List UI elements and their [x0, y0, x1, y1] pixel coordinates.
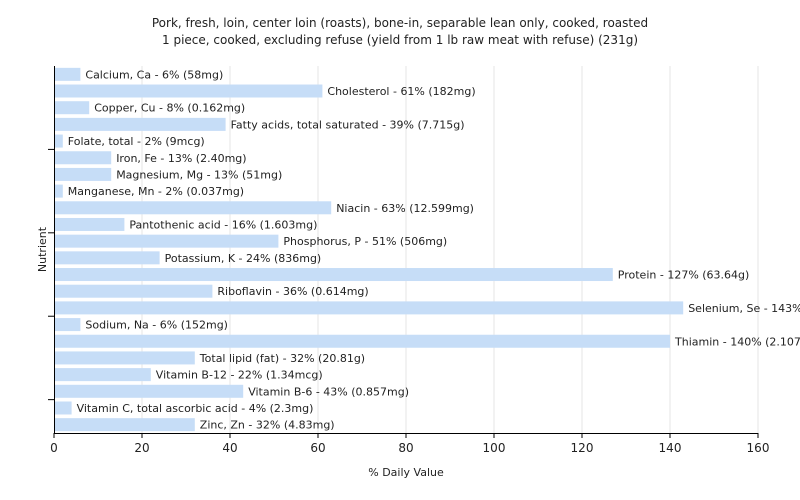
x-tick-label: 40: [222, 441, 237, 455]
bar-label: Pantothenic acid - 16% (1.603mg): [129, 218, 317, 231]
bar-label: Manganese, Mn - 2% (0.037mg): [68, 185, 244, 198]
bar: [55, 334, 670, 348]
x-tick-label: 100: [483, 441, 506, 455]
chart-subtitle: 1 piece, cooked, excluding refuse (yield…: [162, 33, 638, 47]
bar: [55, 318, 81, 332]
bar: [55, 284, 213, 298]
bar-label: Vitamin B-12 - 22% (1.34mcg): [156, 369, 323, 382]
x-tick-label: 0: [50, 441, 58, 455]
bar: [55, 217, 125, 231]
bar: [55, 384, 244, 398]
x-tick-label: 80: [398, 441, 413, 455]
bar-label: Calcium, Ca - 6% (58mg): [85, 68, 223, 81]
bar-label: Copper, Cu - 8% (0.162mg): [94, 102, 245, 115]
chart-title: Pork, fresh, loin, center loin (roasts),…: [151, 16, 649, 30]
bar: [55, 201, 332, 215]
bar: [55, 151, 112, 165]
bar: [55, 301, 684, 315]
bar-label: Vitamin B-6 - 43% (0.857mg): [248, 385, 409, 398]
x-axis-ticks: 0 20 40 60 80 100 120 140 160: [50, 433, 769, 455]
bar-label: Niacin - 63% (12.599mg): [336, 202, 474, 215]
bar-label: Protein - 127% (63.64g): [618, 269, 750, 282]
bar: [55, 117, 226, 131]
bar: [55, 251, 160, 265]
bar: [55, 268, 613, 282]
bar-label: Cholesterol - 61% (182mg): [327, 85, 475, 98]
x-tick-label: 20: [134, 441, 149, 455]
bar-label: Phosphorus, P - 51% (506mg): [283, 235, 447, 248]
bar-label: Riboflavin - 36% (0.614mg): [217, 285, 368, 298]
bar: [55, 184, 63, 198]
y-axis-title: Nutrient: [36, 226, 49, 272]
bar-label: Magnesium, Mg - 13% (51mg): [116, 168, 282, 181]
bar: [55, 101, 90, 115]
bar: [55, 167, 112, 181]
bar: [55, 418, 195, 432]
x-tick-label: 140: [659, 441, 682, 455]
bar: [55, 84, 323, 98]
bar-label: Folate, total - 2% (9mcg): [68, 135, 205, 148]
bar-label: Sodium, Na - 6% (152mg): [85, 319, 228, 332]
bar: [55, 368, 151, 382]
bars: [55, 67, 684, 432]
bar-label: Fatty acids, total saturated - 39% (7.71…: [231, 118, 465, 131]
y-axis-ticks: [48, 148, 54, 401]
bar: [55, 401, 72, 415]
x-tick-label: 120: [571, 441, 594, 455]
x-tick-label: 60: [310, 441, 325, 455]
bar-label: Total lipid (fat) - 32% (20.81g): [199, 352, 365, 365]
bar-label: Selenium, Se - 143% (99.8mcg): [688, 302, 800, 315]
bar-label: Potassium, K - 24% (836mg): [165, 252, 322, 265]
bar-labels: Calcium, Ca - 6% (58mg) Cholesterol - 61%…: [68, 68, 800, 431]
bar-label: Vitamin C, total ascorbic acid - 4% (2.3…: [77, 402, 314, 415]
bar: [55, 234, 279, 248]
bar-label: Iron, Fe - 13% (2.40mg): [116, 152, 246, 165]
bar-label: Thiamin - 140% (2.107mg): [674, 335, 800, 348]
x-axis-title: % Daily Value: [368, 466, 444, 479]
bar-label: Zinc, Zn - 32% (4.83mg): [200, 419, 335, 432]
bar: [55, 351, 195, 365]
bar: [55, 67, 81, 81]
bar: [55, 134, 63, 148]
x-tick-label: 160: [747, 441, 770, 455]
